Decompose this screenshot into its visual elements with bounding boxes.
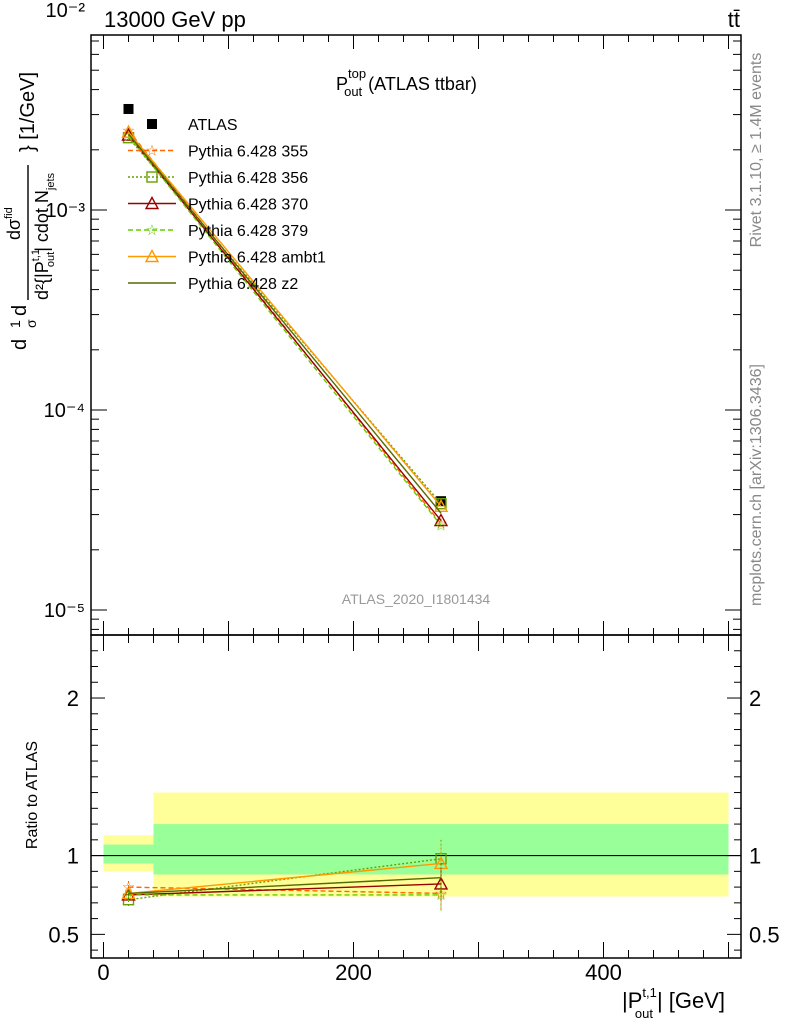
y-label-units: } [1/GeV] <box>17 72 39 152</box>
legend-marker <box>147 119 157 129</box>
ratio-y-axis-label: Ratio to ATLAS <box>24 741 41 849</box>
y-label-frac-left-den: σ <box>23 319 39 328</box>
x-label-tail: | [GeV] <box>657 988 725 1013</box>
legend-label: Pythia 6.428 379 <box>188 223 308 240</box>
mcplots-label: mcplots.cern.ch [arXiv:1306.3436] <box>748 364 765 606</box>
ratio-line <box>128 876 442 895</box>
data-point: ☆ <box>122 128 135 145</box>
x-label-sub: out <box>635 1006 653 1021</box>
main-title: Ptop out (ATLAS ttbar) <box>336 66 477 99</box>
x-tick-label: 200 <box>335 960 372 985</box>
legend-label: Pythia 6.428 ambt1 <box>188 250 326 267</box>
series-line <box>127 134 442 522</box>
x-tick-label: 400 <box>585 960 622 985</box>
legend-label: Pythia 6.428 355 <box>188 144 308 161</box>
y-label-frac-left-d2: d <box>9 305 31 316</box>
ratio-ticks: 0.5 0.5 1 1 2 2 0 200 400 <box>48 635 780 985</box>
ratio-frame <box>90 634 742 959</box>
ratio-y-tick-label-right: 2 <box>749 686 761 711</box>
data-point <box>435 498 447 510</box>
legend-label: Pythia 6.428 370 <box>188 197 308 214</box>
ratio-y-tick-label-right: 1 <box>749 844 761 869</box>
y-label-frac-left: d <box>9 339 31 350</box>
main-series-layer: ☆☆☆☆ <box>121 103 449 535</box>
data-point <box>121 127 136 141</box>
legend-label: Pythia 6.428 z2 <box>188 276 298 293</box>
legend-entry: ☆ Pythia 6.428 355 <box>128 143 308 161</box>
ratio-series-layer: ☆ ☆☆ ☆ <box>121 839 449 911</box>
legend-entry: Pythia 6.428 356 <box>128 170 308 187</box>
main-title-rest: (ATLAS ttbar) <box>368 74 477 94</box>
series-0 <box>123 103 446 507</box>
ratio-bands <box>91 792 741 897</box>
main-ticks: 10⁻² 10⁻³ 10⁻⁴ 10⁻⁵ <box>44 0 741 635</box>
legend: ATLAS ☆ Pythia 6.428 355 Pythia 6.428 356 Py… <box>128 117 326 293</box>
main-y-tick-label: 10⁻² <box>46 0 86 22</box>
data-point <box>433 498 449 513</box>
ratio-panel: ☆ ☆☆ ☆ 0.5 0.5 1 1 2 2 0 200 400 Ratio to ATLAS |P… <box>24 634 780 1021</box>
ratio-y-tick-label: 0.5 <box>48 922 79 947</box>
x-axis-label: |Pt,1 out | [GeV] <box>622 985 725 1021</box>
legend-entry: ATLAS <box>147 117 238 134</box>
process-label: tt̄ <box>728 7 740 32</box>
main-y-tick-label: 10⁻⁵ <box>44 600 85 622</box>
ratio-line <box>128 862 442 895</box>
main-title-sub: out <box>344 84 362 99</box>
main-y-axis-label: d 1 σ d dσfid d²{|Pt,1 out| cdot Njets } … <box>3 72 57 350</box>
y-label-frac-left-num: 1 <box>7 320 23 328</box>
data-point <box>121 124 136 138</box>
series-3 <box>121 127 449 527</box>
y-label-frac-top: dσfid <box>3 207 24 240</box>
legend-label: Pythia 6.428 356 <box>188 170 308 187</box>
data-point: ☆ <box>434 517 447 534</box>
legend-marker: ☆ <box>145 222 158 239</box>
legend-entry: ☆ Pythia 6.428 379 <box>128 222 308 240</box>
uncertainty-band-inner <box>103 844 154 864</box>
x-tick-label: 0 <box>97 960 109 985</box>
ratio-series-5 <box>128 861 442 900</box>
legend-entry: Pythia 6.428 ambt1 <box>128 249 326 267</box>
main-y-tick-label: 10⁻³ <box>46 200 86 222</box>
legend-marker: ☆ <box>145 143 158 160</box>
series-line <box>127 131 442 507</box>
main-y-tick-label: 10⁻⁴ <box>44 400 85 422</box>
ratio-y-tick-label: 1 <box>67 844 79 869</box>
legend-marker <box>144 249 160 263</box>
legend-entry: Pythia 6.428 370 <box>128 196 308 214</box>
main-title-base: P <box>336 74 348 94</box>
y-label-denominator: d²{|Pt,1 out| cdot Njets <box>30 172 57 300</box>
main-panel: ☆☆☆☆ 10⁻²10⁻³10⁻⁴10⁻⁵ ATLAS_2020_I180143… <box>3 0 742 636</box>
ratio-point: ☆ <box>434 887 447 904</box>
data-point <box>433 513 449 527</box>
series-4: ☆☆ <box>122 128 448 535</box>
legend-marker <box>144 196 160 210</box>
ratio-line <box>128 883 442 896</box>
data-point <box>123 103 134 114</box>
series-5 <box>121 124 449 513</box>
ratio-y-tick-label: 2 <box>67 686 79 711</box>
rivet-label: Rivet 3.1.10, ≥ 1.4M events <box>748 53 765 248</box>
legend-marker <box>146 171 158 183</box>
x-label-lead: |P <box>622 988 642 1013</box>
legend-entry: Pythia 6.428 z2 <box>128 276 298 293</box>
beam-label: 13000 GeV pp <box>104 7 246 32</box>
legend-label: ATLAS <box>188 117 238 134</box>
series-line <box>127 135 442 526</box>
x-label-sup: t,1 <box>642 985 656 1000</box>
ratio-y-tick-label-right: 0.5 <box>749 922 780 947</box>
analysis-id: ATLAS_2020_I1801434 <box>342 591 491 607</box>
main-title-sup: top <box>348 66 366 81</box>
series-6 <box>127 133 442 514</box>
series-line <box>127 133 442 514</box>
